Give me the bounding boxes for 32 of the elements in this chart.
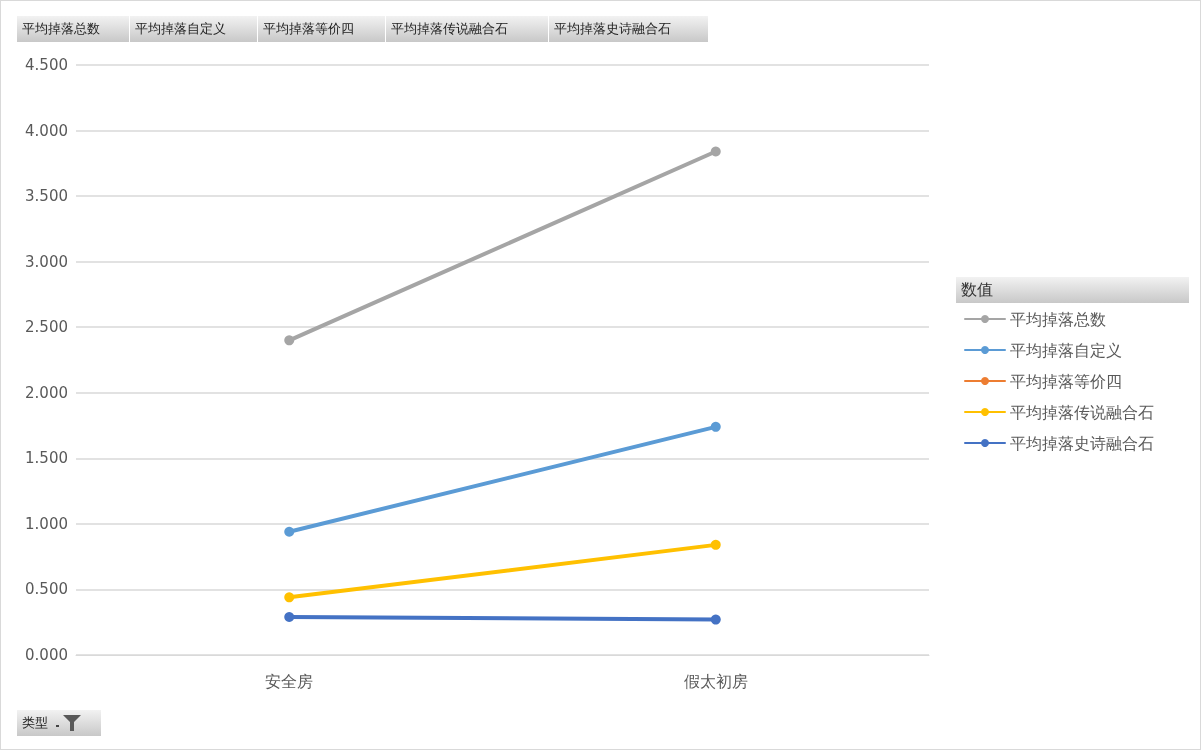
text: 平均掉落传说融合石 [386,16,549,42]
text: 平均掉落等价四 [258,16,386,42]
y-tick-label: 0.500 [25,580,68,599]
text: 平均掉落史诗融合石 [549,16,709,42]
text: 平均掉落自定义 [130,16,258,42]
point [710,614,721,625]
x-tick-label: 安全房 [265,671,314,691]
legend-label: 平均掉落自定义 [1010,340,1122,360]
legend-label: 平均掉落等价四 [1010,371,1122,391]
point [284,611,295,622]
y-tick-label: 1.500 [25,449,68,468]
legend-label: 平均掉落总数 [1010,309,1106,329]
point [284,592,295,603]
y-tick-label: 4.000 [25,121,68,140]
y-tick-label: 0.000 [25,646,68,664]
y-tick-label: 1.000 [25,514,68,533]
legend-label: 平均掉落传说融合石 [1010,402,1154,422]
point [710,421,721,432]
x-tick-label: 假太初房 [683,671,748,691]
y-tick-label: 2.000 [25,383,68,402]
text: 平均掉落总数 [17,16,130,42]
y-tick-label: 2.500 [25,318,68,337]
point [710,146,721,157]
legend-label: 平均掉落史诗融合石 [1010,433,1154,453]
point [710,539,721,550]
legend-title: 数值 [956,277,1190,303]
point [284,335,295,346]
y-tick-label: 3.500 [25,187,68,206]
y-tick-label: 3.000 [25,252,68,271]
point [284,526,295,537]
x-axis-title: 类型 [22,714,48,732]
y-tick-label: 4.500 [25,56,68,74]
